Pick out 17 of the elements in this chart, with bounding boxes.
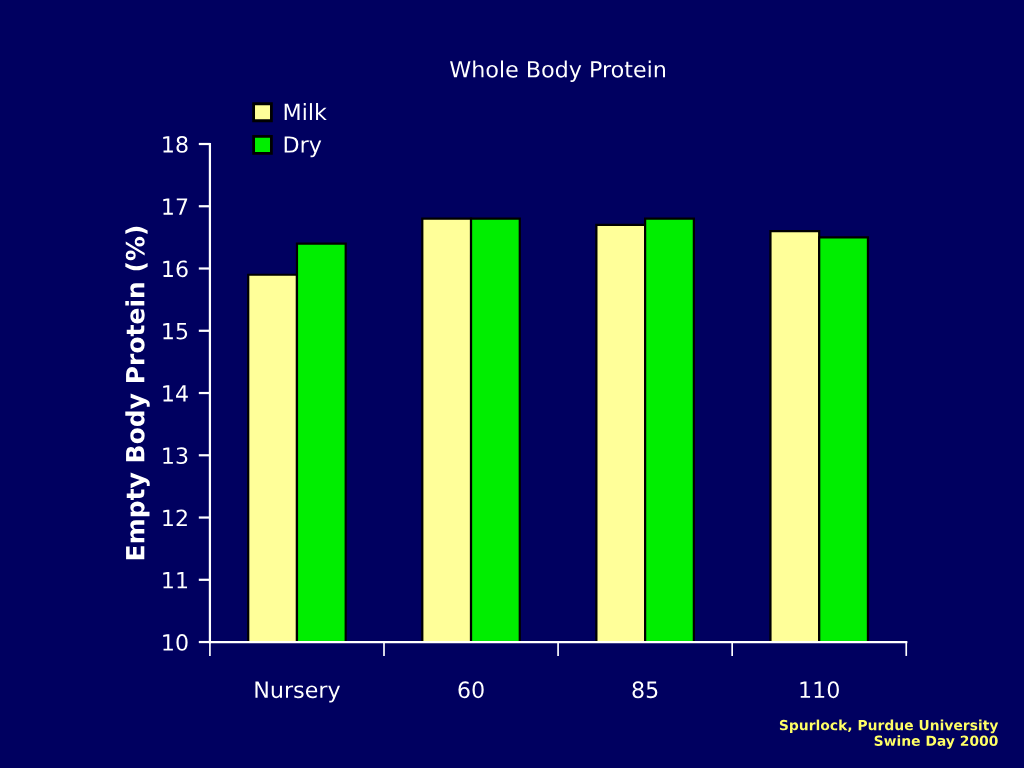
y-tick-label: 15 bbox=[163, 323, 188, 340]
y-tick-label: 16 bbox=[163, 260, 188, 278]
legend-label: Dry bbox=[284, 136, 322, 158]
y-axis-title: Empty Body Protein (%) bbox=[125, 226, 150, 560]
legend-label: Milk bbox=[284, 103, 327, 120]
x-tick-label: 60 bbox=[458, 681, 484, 699]
x-tick-label: 110 bbox=[800, 681, 839, 699]
y-tick-label: 13 bbox=[163, 447, 188, 465]
y-tick-label: 14 bbox=[163, 385, 188, 402]
x-tick-label: 85 bbox=[632, 681, 658, 699]
chart-title: Whole Body Protein bbox=[450, 60, 665, 82]
y-tick-label: 10 bbox=[163, 634, 188, 651]
x-tick-label: Nursery bbox=[255, 681, 340, 703]
y-tick-label: 11 bbox=[163, 572, 188, 589]
y-tick-label: 12 bbox=[163, 509, 187, 526]
y-tick-label: 18 bbox=[163, 135, 188, 153]
y-tick-label: 17 bbox=[163, 198, 188, 215]
